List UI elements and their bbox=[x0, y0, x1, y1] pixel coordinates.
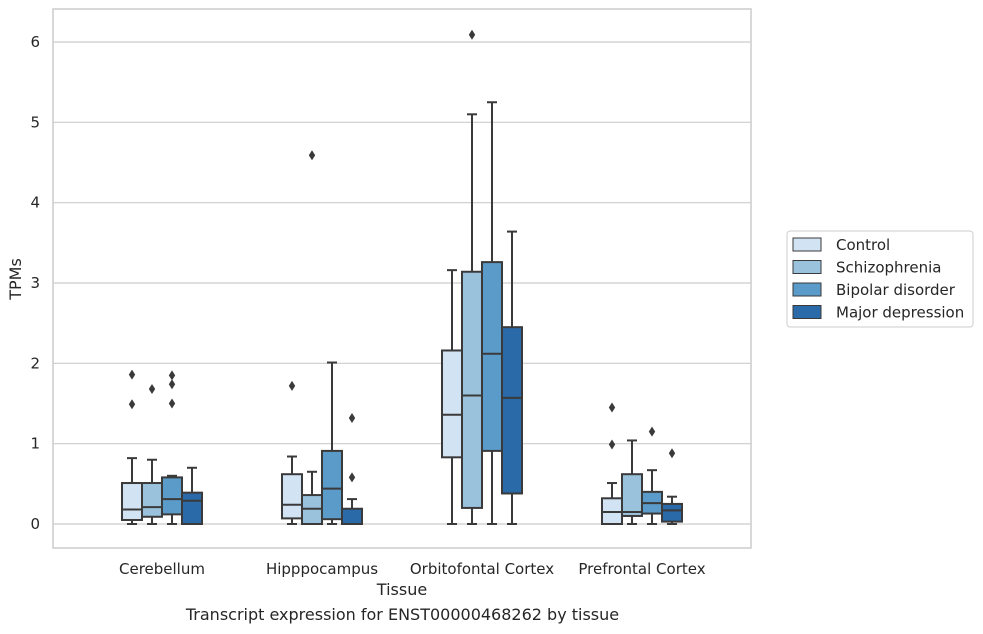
legend-label-2: Schizophrenia bbox=[836, 259, 941, 277]
box-body bbox=[441, 349, 463, 459]
y-tick-label-5: 5 bbox=[30, 113, 40, 131]
box-4-3 bbox=[501, 230, 523, 525]
legend-swatch-3 bbox=[792, 282, 822, 297]
box-body bbox=[321, 449, 343, 521]
box-body bbox=[621, 473, 643, 517]
box-3-1 bbox=[161, 370, 183, 525]
y-tick-label-6: 6 bbox=[30, 33, 40, 51]
y-tick-label-1: 1 bbox=[30, 435, 40, 453]
legend-label-4: Major depression bbox=[836, 304, 964, 322]
outlier-point-1 bbox=[648, 426, 656, 437]
box-body bbox=[341, 507, 363, 525]
box-body bbox=[661, 502, 683, 523]
y-tick-label-4: 4 bbox=[30, 194, 40, 212]
legend-swatch-2 bbox=[792, 260, 822, 274]
box-body bbox=[181, 491, 203, 526]
outlier-point-3 bbox=[168, 398, 176, 409]
box-body bbox=[461, 270, 483, 509]
box-body bbox=[141, 482, 163, 518]
x-axis-label: Tissue bbox=[376, 580, 427, 599]
x-tick-label-2: Hipppocampus bbox=[266, 560, 378, 578]
y-tick-label-0: 0 bbox=[30, 515, 40, 533]
box-3-3 bbox=[481, 101, 503, 525]
box-body bbox=[121, 482, 143, 521]
y-tick-label-2: 2 bbox=[30, 354, 40, 372]
outlier-point-2 bbox=[168, 379, 176, 390]
box-1-2 bbox=[281, 380, 303, 525]
box-1-1 bbox=[121, 369, 143, 525]
figure-caption: Transcript expression for ENST0000046826… bbox=[185, 605, 620, 624]
y-tick-labels: 0 1 2 3 4 5 6 bbox=[30, 33, 40, 533]
box-4-4 bbox=[661, 448, 683, 525]
box-2-3 bbox=[461, 29, 483, 525]
box-2-4 bbox=[621, 439, 643, 525]
outlier-point-2 bbox=[128, 399, 136, 410]
legend-frame bbox=[786, 230, 974, 328]
outlier-point-1 bbox=[168, 370, 176, 381]
box-groups bbox=[121, 29, 683, 526]
outlier-point-1 bbox=[668, 448, 676, 459]
legend-label-1: Control bbox=[836, 236, 890, 254]
box-3-4 bbox=[641, 426, 663, 525]
outlier-point-1 bbox=[468, 29, 476, 40]
y-axis-label: TPMs bbox=[6, 258, 25, 301]
x-tick-label-3: Orbitofontal Cortex bbox=[410, 560, 554, 578]
box-body bbox=[281, 473, 303, 520]
box-body bbox=[481, 261, 503, 452]
box-1-3 bbox=[441, 269, 463, 525]
x-tick-labels: Cerebellum Hipppocampus Orbitofontal Corte… bbox=[119, 560, 706, 578]
y-tick-label-3: 3 bbox=[30, 274, 40, 292]
box-4-2 bbox=[341, 412, 363, 525]
gridlines bbox=[53, 41, 751, 525]
legend-label-3: Bipolar disorder bbox=[836, 281, 956, 299]
legend-swatch-4 bbox=[792, 305, 822, 319]
box-3-2 bbox=[321, 361, 343, 525]
x-tick-label-1: Cerebellum bbox=[119, 560, 205, 578]
box-1-4 bbox=[601, 402, 623, 526]
outlier-point-1 bbox=[308, 150, 316, 161]
x-tick-label-4: Prefrontal Cortex bbox=[578, 560, 705, 578]
outlier-point-1 bbox=[148, 384, 156, 395]
box-2-2 bbox=[301, 150, 323, 525]
outlier-point-2 bbox=[348, 472, 356, 483]
box-4-1 bbox=[181, 466, 203, 526]
box-2-1 bbox=[141, 384, 163, 525]
outlier-point-2 bbox=[608, 439, 616, 450]
plot-area-border bbox=[52, 8, 752, 549]
legend: Control Schizophrenia Bipolar disorder Majo… bbox=[786, 230, 974, 328]
box-body bbox=[161, 476, 183, 516]
legend-swatch-1 bbox=[792, 237, 822, 252]
outlier-point-1 bbox=[608, 402, 616, 413]
outlier-point-1 bbox=[348, 412, 356, 423]
box-body bbox=[501, 326, 523, 495]
outlier-point-1 bbox=[128, 369, 136, 380]
outlier-point-1 bbox=[288, 380, 296, 391]
